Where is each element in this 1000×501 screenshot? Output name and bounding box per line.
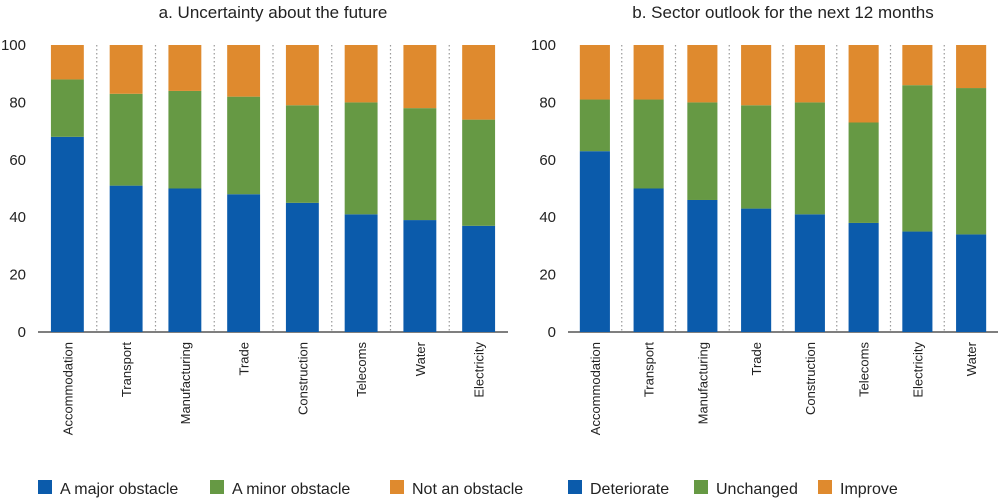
y-tick-label-b-20: 20 bbox=[539, 267, 556, 284]
bar-b-major-trade bbox=[741, 208, 772, 332]
y-tick-label-b-80: 80 bbox=[539, 94, 556, 111]
legend-label-a-major: A major obstacle bbox=[60, 481, 178, 498]
x-tick-label-a-trade: Trade bbox=[237, 342, 252, 375]
bar-a-minor-trade bbox=[227, 96, 261, 195]
bar-a-minor-telecoms bbox=[344, 102, 378, 215]
bar-a-major-water bbox=[403, 220, 437, 332]
y-tick-label-a-80: 80 bbox=[9, 94, 26, 111]
bar-b-minor-construction bbox=[794, 102, 825, 215]
x-tick-label-b-accommodation: Accommodation bbox=[588, 342, 603, 435]
bar-b-minor-water bbox=[956, 88, 987, 235]
legend-swatch-a-minor bbox=[210, 480, 224, 494]
bar-b-major-accommodation bbox=[579, 151, 610, 332]
legend-label-b-major: Deteriorate bbox=[590, 481, 669, 498]
x-tick-label-a-construction: Construction bbox=[295, 342, 310, 415]
bar-a-none-transport bbox=[109, 45, 143, 94]
x-tick-label-b-manufacturing: Manufacturing bbox=[695, 342, 710, 424]
bar-b-major-transport bbox=[633, 188, 664, 332]
bar-a-none-electricity bbox=[462, 45, 496, 120]
bar-b-major-water bbox=[956, 234, 987, 332]
bar-b-none-water bbox=[956, 45, 987, 89]
bar-b-none-transport bbox=[633, 45, 664, 100]
bar-a-minor-transport bbox=[109, 93, 143, 186]
x-tick-label-b-trade: Trade bbox=[749, 342, 764, 375]
x-tick-label-a-telecoms: Telecoms bbox=[354, 342, 369, 397]
bar-b-none-accommodation bbox=[579, 45, 610, 100]
bar-a-major-manufacturing bbox=[168, 188, 202, 332]
x-tick-label-a-manufacturing: Manufacturing bbox=[178, 342, 193, 424]
bar-a-major-telecoms bbox=[344, 214, 378, 332]
bar-b-minor-accommodation bbox=[579, 99, 610, 152]
bar-b-major-telecoms bbox=[848, 222, 879, 332]
bar-b-none-manufacturing bbox=[687, 45, 718, 103]
x-tick-label-b-telecoms: Telecoms bbox=[857, 342, 872, 397]
bar-b-minor-electricity bbox=[902, 85, 933, 232]
bar-a-none-manufacturing bbox=[168, 45, 202, 91]
bar-a-minor-electricity bbox=[462, 119, 496, 226]
legend-swatch-b-major bbox=[568, 480, 582, 494]
x-tick-label-b-transport: Transport bbox=[642, 342, 657, 398]
bar-a-minor-water bbox=[403, 108, 437, 221]
bar-b-none-trade bbox=[741, 45, 772, 106]
bar-b-major-electricity bbox=[902, 231, 933, 332]
bar-a-major-trade bbox=[227, 194, 261, 332]
y-tick-label-a-100: 100 bbox=[1, 37, 26, 54]
bar-b-none-electricity bbox=[902, 45, 933, 86]
legend-swatch-a-none bbox=[390, 480, 404, 494]
x-tick-label-b-electricity: Electricity bbox=[910, 342, 925, 398]
y-tick-label-b-100: 100 bbox=[531, 37, 556, 54]
bar-a-none-water bbox=[403, 45, 437, 109]
chart-b-title: b. Sector outlook for the next 12 months bbox=[632, 3, 933, 22]
x-tick-label-a-water: Water bbox=[413, 341, 428, 376]
bar-a-minor-construction bbox=[285, 105, 319, 203]
y-tick-label-b-40: 40 bbox=[539, 209, 556, 226]
bar-b-major-construction bbox=[794, 214, 825, 332]
legend-label-a-none: Not an obstacle bbox=[412, 481, 523, 498]
y-tick-label-b-60: 60 bbox=[539, 152, 556, 169]
bar-a-none-accommodation bbox=[50, 45, 84, 80]
bar-b-minor-transport bbox=[633, 99, 664, 189]
legend-label-b-none: Improve bbox=[840, 481, 898, 498]
bar-b-major-manufacturing bbox=[687, 199, 718, 332]
legend-label-b-minor: Unchanged bbox=[716, 481, 798, 498]
x-tick-label-a-accommodation: Accommodation bbox=[60, 342, 75, 435]
legend-swatch-b-none bbox=[818, 480, 832, 494]
bar-a-none-construction bbox=[285, 45, 319, 106]
y-tick-label-a-40: 40 bbox=[9, 209, 26, 226]
bar-a-major-accommodation bbox=[50, 136, 84, 332]
legend-swatch-a-major bbox=[38, 480, 52, 494]
bar-a-none-telecoms bbox=[344, 45, 378, 103]
bar-a-none-trade bbox=[227, 45, 261, 97]
bar-a-major-transport bbox=[109, 185, 143, 332]
bar-a-minor-manufacturing bbox=[168, 90, 202, 189]
x-tick-label-b-construction: Construction bbox=[803, 342, 818, 415]
bar-b-minor-trade bbox=[741, 105, 772, 209]
x-tick-label-a-transport: Transport bbox=[119, 342, 134, 398]
panel-b-outlook-chart: b. Sector outlook for the next 12 months… bbox=[531, 3, 998, 498]
bar-a-major-construction bbox=[285, 202, 319, 332]
chart-a-title: a. Uncertainty about the future bbox=[159, 3, 388, 22]
y-tick-label-a-0: 0 bbox=[18, 324, 26, 341]
bar-b-minor-manufacturing bbox=[687, 102, 718, 200]
bar-b-minor-telecoms bbox=[848, 122, 879, 223]
y-tick-label-a-60: 60 bbox=[9, 152, 26, 169]
x-tick-label-a-electricity: Electricity bbox=[472, 342, 487, 398]
bar-b-none-telecoms bbox=[848, 45, 879, 123]
legend-swatch-b-minor bbox=[694, 480, 708, 494]
legend-label-a-minor: A minor obstacle bbox=[232, 481, 350, 498]
bar-b-none-construction bbox=[794, 45, 825, 103]
bar-a-minor-accommodation bbox=[50, 79, 84, 137]
bar-a-major-electricity bbox=[462, 225, 496, 332]
x-tick-label-b-water: Water bbox=[964, 341, 979, 376]
panel-a-uncertainty-chart: a. Uncertainty about the future 0 20 40 60 8… bbox=[1, 3, 523, 498]
y-tick-label-a-20: 20 bbox=[9, 267, 26, 284]
y-tick-label-b-0: 0 bbox=[548, 324, 556, 341]
